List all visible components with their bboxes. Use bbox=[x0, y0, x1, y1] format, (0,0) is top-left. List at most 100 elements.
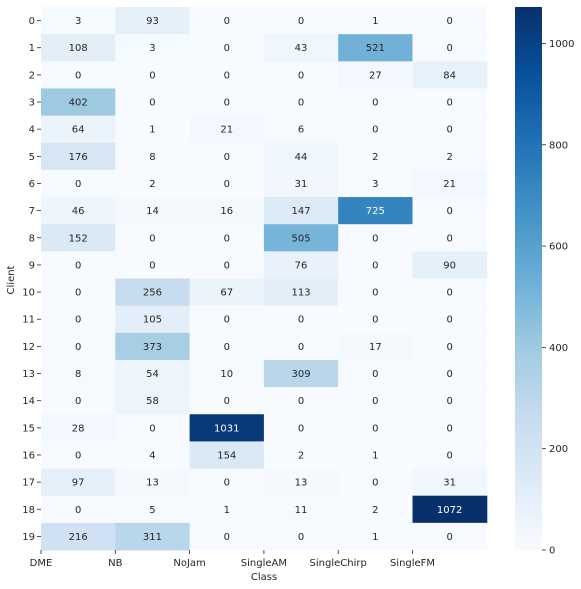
cell-value-label: 0 bbox=[298, 70, 304, 81]
cell-value-label: 0 bbox=[75, 342, 81, 353]
heatmap-cell bbox=[41, 387, 116, 415]
heatmap-cell bbox=[263, 224, 339, 252]
cell-value-label: 17 bbox=[369, 342, 382, 353]
cell-value-label: 11 bbox=[295, 505, 308, 516]
heatmap-cell bbox=[263, 251, 339, 279]
heatmap-cell bbox=[263, 88, 339, 117]
cell-value-label: 0 bbox=[75, 505, 81, 516]
y-tick-label: 10 bbox=[22, 288, 35, 299]
cell-value-label: 1 bbox=[149, 125, 155, 136]
cell-value-label: 0 bbox=[224, 98, 230, 109]
heatmap-cell bbox=[41, 115, 116, 144]
heatmap-cell bbox=[41, 359, 116, 388]
heatmap-cell bbox=[412, 332, 488, 361]
heatmap-cell bbox=[189, 495, 265, 524]
y-tick-label: 6 bbox=[29, 179, 35, 190]
heatmap-cell bbox=[189, 224, 265, 252]
cell-value-label: 2 bbox=[372, 505, 378, 516]
cell-value-label: 0 bbox=[446, 125, 452, 136]
heatmap-cell bbox=[189, 387, 265, 415]
heatmap-cell bbox=[338, 88, 413, 117]
heatmap-cell bbox=[189, 305, 265, 334]
heatmap-cell bbox=[189, 441, 265, 470]
heatmap-cell bbox=[41, 7, 116, 35]
cell-value-label: 0 bbox=[446, 233, 452, 244]
cell-value-label: 147 bbox=[292, 206, 311, 217]
heatmap-cell bbox=[115, 387, 191, 415]
heatmap-cell bbox=[41, 305, 116, 334]
x-tick-label: SingleFM bbox=[390, 558, 435, 569]
cell-value-label: 0 bbox=[372, 396, 378, 407]
cell-value-label: 1031 bbox=[214, 423, 239, 434]
heatmap-cell bbox=[115, 305, 191, 334]
y-tick-label: 19 bbox=[22, 532, 35, 543]
cell-value-label: 54 bbox=[146, 369, 159, 380]
heatmap-cell bbox=[338, 305, 413, 334]
cell-value-label: 93 bbox=[146, 16, 159, 27]
heatmap-cell bbox=[412, 169, 488, 198]
heatmap-cell bbox=[338, 387, 413, 415]
y-tick-label: 0 bbox=[29, 16, 35, 27]
y-tick-label: 3 bbox=[29, 98, 35, 109]
heatmap-cell bbox=[263, 441, 339, 470]
y-tick-label: 2 bbox=[29, 70, 35, 81]
heatmap-cell bbox=[115, 495, 191, 524]
heatmap-cell bbox=[263, 305, 339, 334]
cell-value-label: 0 bbox=[446, 206, 452, 217]
cell-value-label: 21 bbox=[443, 179, 456, 190]
colorbar-tick-label: 200 bbox=[549, 444, 568, 455]
cell-value-label: 0 bbox=[149, 233, 155, 244]
colorbar-tick-label: 600 bbox=[549, 242, 568, 253]
y-tick-label: 17 bbox=[22, 478, 35, 489]
heatmap-cell bbox=[338, 359, 413, 388]
cell-value-label: 76 bbox=[295, 260, 308, 271]
heatmap-cell bbox=[412, 7, 488, 35]
heatmap-cell bbox=[263, 522, 339, 551]
heatmap-cell bbox=[338, 468, 413, 497]
colorbar-tick-label: 800 bbox=[549, 140, 568, 151]
cell-value-label: 725 bbox=[366, 206, 385, 217]
cell-value-label: 2 bbox=[372, 152, 378, 163]
heatmap-cell bbox=[338, 332, 413, 361]
cell-value-label: 5 bbox=[149, 505, 155, 516]
cell-value-label: 1 bbox=[372, 450, 378, 461]
colorbar-ticks: 0 200 400 600 800 1000 bbox=[542, 39, 574, 557]
cell-value-label: 0 bbox=[298, 396, 304, 407]
heatmap-cell bbox=[338, 278, 413, 307]
heatmap-cell bbox=[115, 34, 191, 62]
y-tick-label: 5 bbox=[29, 152, 35, 163]
x-tick-label: NoJam bbox=[173, 558, 205, 569]
heatmap-cell bbox=[189, 88, 265, 117]
heatmap-cell bbox=[338, 169, 413, 198]
heatmap-cell bbox=[115, 332, 191, 361]
cell-value-label: 2 bbox=[149, 179, 155, 190]
cell-value-label: 0 bbox=[298, 532, 304, 543]
cell-value-label: 0 bbox=[149, 98, 155, 109]
cell-value-label: 8 bbox=[75, 369, 81, 380]
cell-value-label: 0 bbox=[446, 423, 452, 434]
y-tick-label: 11 bbox=[22, 315, 35, 326]
cell-value-label: 0 bbox=[224, 478, 230, 489]
cell-value-label: 0 bbox=[224, 179, 230, 190]
heatmap-cell bbox=[338, 522, 413, 551]
cell-value-label: 0 bbox=[372, 369, 378, 380]
heatmap-cell bbox=[263, 115, 339, 144]
cell-value-label: 0 bbox=[298, 342, 304, 353]
cell-value-label: 0 bbox=[224, 152, 230, 163]
heatmap-cell bbox=[189, 7, 265, 35]
heatmap-cell bbox=[412, 414, 488, 442]
heatmap-cell bbox=[412, 468, 488, 497]
heatmap-cell bbox=[41, 224, 116, 252]
cell-value-label: 13 bbox=[295, 478, 308, 489]
cell-value-label: 311 bbox=[143, 532, 162, 543]
heatmap-cell bbox=[41, 414, 116, 442]
heatmap-cell bbox=[115, 197, 191, 225]
colorbar bbox=[515, 7, 542, 550]
heatmap-cell bbox=[41, 34, 116, 62]
heatmap-cell bbox=[263, 468, 339, 497]
cell-value-label: 97 bbox=[72, 478, 85, 489]
y-tick-label: 8 bbox=[29, 233, 35, 244]
cell-value-label: 3 bbox=[372, 179, 378, 190]
heatmap-cell bbox=[115, 251, 191, 279]
